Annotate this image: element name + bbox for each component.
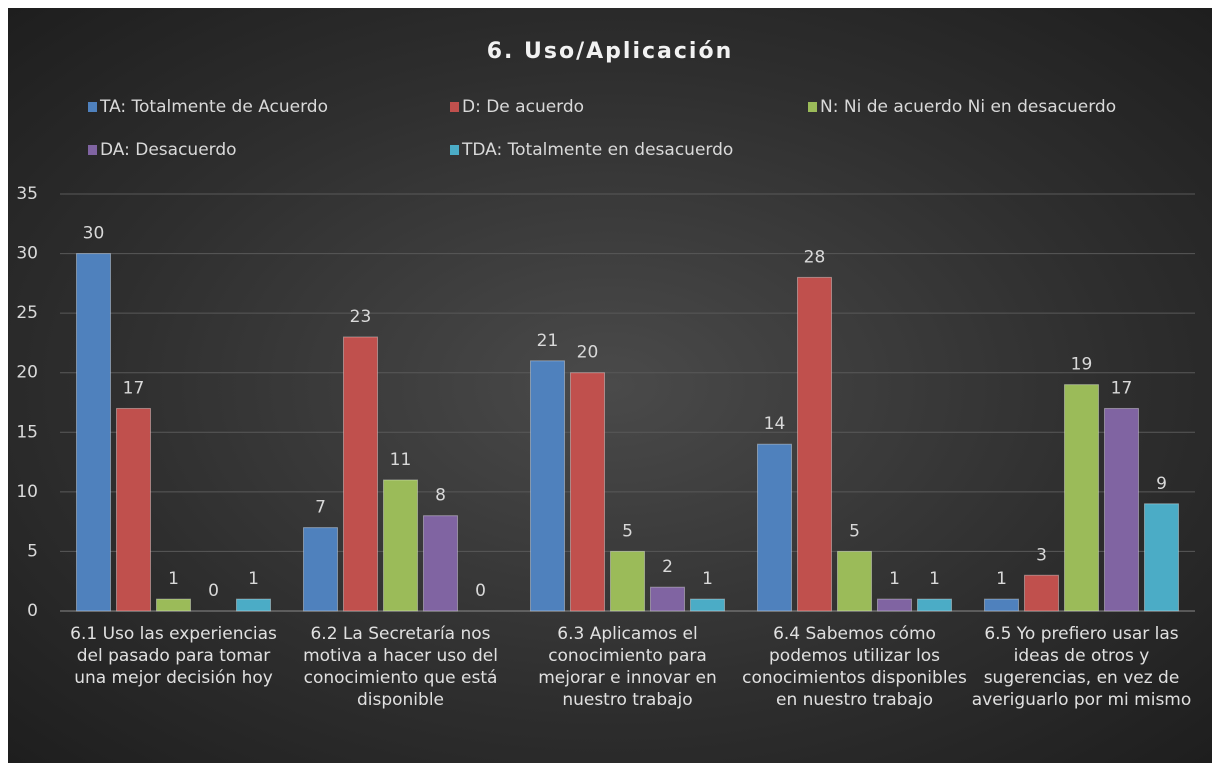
data-label: 2 [662, 557, 673, 577]
data-label: 19 [1071, 355, 1093, 375]
chart-title: 6. Uso/Aplicación [487, 39, 734, 64]
bar [1104, 407, 1139, 612]
bar [797, 276, 832, 612]
y-tick-label: 25 [16, 303, 38, 323]
y-tick-label: 35 [16, 184, 38, 204]
data-label: 0 [475, 581, 486, 601]
x-tick-label: 6.2 La Secretaría nos motiva a hacer uso… [303, 624, 498, 710]
bar [690, 598, 725, 612]
bar [877, 598, 912, 612]
bar [610, 550, 645, 612]
bar [757, 443, 792, 612]
data-label: 23 [350, 307, 372, 327]
bar [303, 527, 338, 612]
bar [236, 598, 271, 612]
bar [423, 515, 458, 612]
data-label: 1 [248, 569, 259, 589]
bar [530, 360, 565, 612]
bar [76, 253, 111, 612]
data-label: 20 [577, 343, 599, 363]
data-label: 7 [315, 498, 326, 518]
bar [837, 550, 872, 612]
legend-swatch [808, 102, 817, 112]
y-tick-label: 15 [16, 422, 38, 442]
legend-label: TA: Totalmente de Acuerdo [99, 97, 328, 117]
bar [984, 598, 1019, 612]
data-label: 11 [390, 450, 412, 470]
data-label: 21 [537, 331, 559, 351]
x-tick-label: 6.1 Uso las experiencias del pasado para… [70, 624, 277, 688]
bar [1144, 503, 1179, 612]
legend-swatch [450, 102, 459, 112]
x-tick-label: 6.3 Aplicamos el conocimiento para mejor… [538, 624, 717, 710]
legend-swatch [88, 102, 97, 112]
y-tick-label: 5 [27, 541, 38, 561]
legend-label: DA: Desacuerdo [100, 140, 237, 160]
data-label: 0 [208, 581, 219, 601]
data-label: 1 [996, 569, 1007, 589]
x-tick-label: 6.4 Sabemos cómo podemos utilizar los co… [742, 624, 967, 710]
legend-label: N: Ni de acuerdo Ni en desacuerdo [820, 97, 1116, 117]
bar [343, 336, 378, 612]
y-tick-label: 20 [16, 363, 38, 383]
bar [116, 407, 151, 612]
legend-swatch [450, 145, 459, 155]
data-label: 9 [1156, 474, 1167, 494]
data-label: 14 [764, 414, 786, 434]
data-label: 3 [1036, 545, 1047, 565]
data-label: 1 [702, 569, 713, 589]
data-label: 28 [804, 247, 826, 267]
y-tick-label: 30 [16, 244, 38, 264]
y-tick-label: 0 [27, 601, 38, 621]
legend-label: TDA: Totalmente en desacuerdo [461, 140, 733, 160]
data-label: 17 [123, 378, 145, 398]
legend-label: D: De acuerdo [462, 97, 584, 117]
legend-swatch [88, 145, 97, 155]
bar [650, 586, 685, 612]
bar [1064, 384, 1099, 612]
chart-area: 6. Uso/Aplicación 0 5 10 15 20 25 30 35 TA: Tota… [8, 8, 1212, 763]
bar [156, 598, 191, 612]
bar [570, 372, 605, 612]
data-label: 1 [168, 569, 179, 589]
data-label: 30 [83, 224, 105, 244]
data-label: 1 [929, 569, 940, 589]
bar [1024, 574, 1059, 612]
data-label: 1 [889, 569, 900, 589]
bar [917, 598, 952, 612]
x-tick-label: 6.5 Yo prefiero usar las ideas de otros … [971, 624, 1192, 710]
y-tick-label: 10 [16, 482, 38, 502]
data-label: 17 [1111, 378, 1133, 398]
data-label: 5 [622, 521, 633, 541]
bar [383, 479, 418, 612]
data-label: 8 [435, 486, 446, 506]
data-label: 5 [849, 521, 860, 541]
